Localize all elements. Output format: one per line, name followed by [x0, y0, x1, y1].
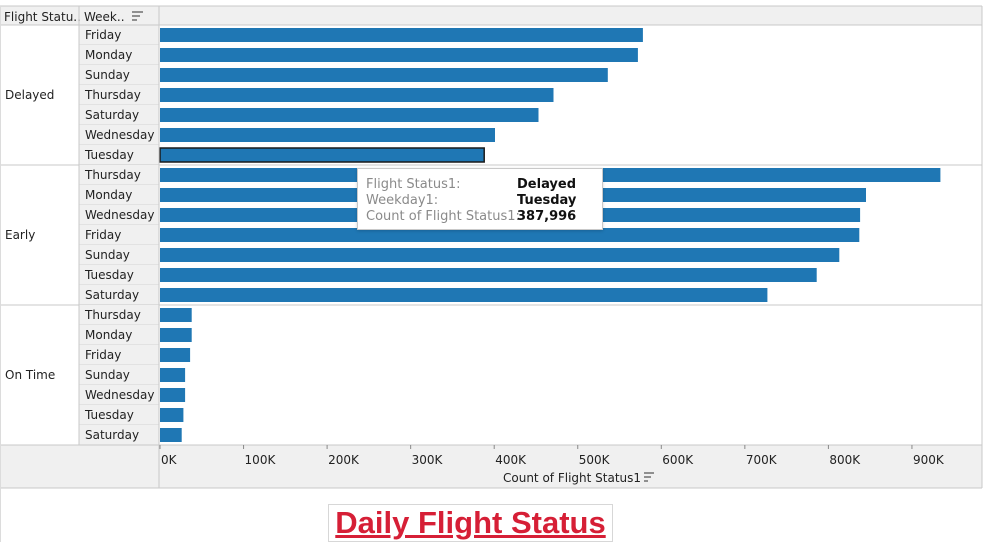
weekday-cell	[79, 245, 159, 265]
weekday-label: Wednesday	[85, 388, 154, 402]
bar[interactable]	[159, 147, 485, 163]
tooltip-row-count: Count of Flight Status1: 387,996	[366, 209, 602, 225]
weekday-cell	[79, 345, 159, 365]
column-header-flight-status: Flight Statu..	[4, 10, 81, 24]
weekday-cell	[79, 305, 159, 325]
dashboard-title-box: Daily Flight Status	[328, 504, 613, 542]
x-axis-title: Count of Flight Status1	[503, 471, 641, 485]
weekday-label: Saturday	[85, 108, 139, 122]
weekday-cell	[79, 365, 159, 385]
bar[interactable]	[160, 308, 192, 322]
bar[interactable]	[160, 128, 495, 142]
tooltip-value: Tuesday	[517, 193, 577, 208]
weekday-label: Sunday	[85, 248, 130, 262]
weekday-label: Sunday	[85, 368, 130, 382]
group-label-delayed: Delayed	[5, 88, 54, 102]
weekday-label: Friday	[85, 28, 121, 42]
x-tick-label: 800K	[829, 453, 861, 467]
tooltip-row-status: Flight Status1: Delayed	[366, 177, 602, 193]
weekday-label: Thursday	[84, 168, 141, 182]
weekday-cell	[79, 85, 159, 105]
bar[interactable]	[160, 368, 186, 382]
weekday-label: Tuesday	[84, 148, 134, 162]
weekday-cell	[79, 165, 159, 185]
weekday-label: Monday	[85, 188, 132, 202]
bar[interactable]	[160, 48, 638, 62]
bar[interactable]	[160, 388, 186, 402]
x-tick-label: 0K	[161, 453, 178, 467]
bar[interactable]	[160, 408, 184, 422]
bar[interactable]	[160, 108, 539, 122]
weekday-cell	[79, 285, 159, 305]
tooltip-key: Flight Status1:	[366, 177, 461, 192]
weekday-cell	[79, 25, 159, 45]
bar[interactable]	[160, 248, 840, 262]
group-label-early: Early	[5, 228, 35, 242]
weekday-label: Monday	[85, 48, 132, 62]
x-tick-label: 200K	[328, 453, 360, 467]
bar[interactable]	[160, 28, 643, 42]
weekday-label: Friday	[85, 348, 121, 362]
bar[interactable]	[160, 428, 182, 442]
weekday-label: Sunday	[85, 68, 130, 82]
weekday-cell	[79, 105, 159, 125]
tooltip-row-weekday: Weekday1: Tuesday	[366, 193, 602, 209]
x-tick-label: 400K	[495, 453, 527, 467]
weekday-label: Saturday	[85, 428, 139, 442]
weekday-cell	[79, 145, 159, 165]
dashboard-title: Daily Flight Status	[335, 505, 606, 540]
tooltip-key: Count of Flight Status1:	[366, 209, 520, 224]
weekday-label: Monday	[85, 328, 132, 342]
tooltip-value: Delayed	[517, 177, 577, 192]
weekday-label: Friday	[85, 228, 121, 242]
weekday-label: Saturday	[85, 288, 139, 302]
weekday-label: Wednesday	[85, 208, 154, 222]
bar[interactable]	[160, 348, 191, 362]
weekday-cell	[79, 425, 159, 445]
weekday-cell	[79, 405, 159, 425]
x-tick-label: 600K	[662, 453, 694, 467]
bar[interactable]	[160, 68, 608, 82]
axis-band	[0, 445, 982, 488]
bar[interactable]	[160, 228, 860, 242]
weekday-cell	[79, 205, 159, 225]
sort-icon[interactable]	[132, 11, 143, 21]
group-label-on-time: On Time	[5, 368, 55, 382]
header-band	[0, 6, 982, 25]
weekday-label: Wednesday	[85, 128, 154, 142]
tooltip-key: Weekday1:	[366, 193, 439, 208]
bar[interactable]	[160, 288, 768, 302]
weekday-cell	[79, 385, 159, 405]
weekday-cell	[79, 185, 159, 205]
column-header-weekday: Week..	[84, 10, 125, 24]
weekday-label: Thursday	[84, 308, 141, 322]
tooltip-value: 387,996	[517, 209, 577, 224]
bar[interactable]	[160, 88, 554, 102]
tooltip: Flight Status1: Delayed Weekday1: Tuesda…	[357, 168, 603, 230]
x-tick-label: 900K	[913, 453, 945, 467]
weekday-label: Thursday	[84, 88, 141, 102]
x-tick-label: 700K	[746, 453, 778, 467]
weekday-cell	[79, 65, 159, 85]
bar[interactable]	[160, 268, 817, 282]
sort-icon[interactable]	[644, 472, 654, 482]
weekday-cell	[79, 265, 159, 285]
weekday-label: Tuesday	[84, 408, 134, 422]
weekday-cell	[79, 45, 159, 65]
x-tick-label: 300K	[412, 453, 444, 467]
bar[interactable]	[160, 328, 192, 342]
weekday-cell	[79, 325, 159, 345]
weekday-cell	[79, 225, 159, 245]
x-tick-label: 500K	[579, 453, 611, 467]
x-tick-label: 100K	[245, 453, 277, 467]
weekday-label: Tuesday	[84, 268, 134, 282]
weekday-cell	[79, 125, 159, 145]
